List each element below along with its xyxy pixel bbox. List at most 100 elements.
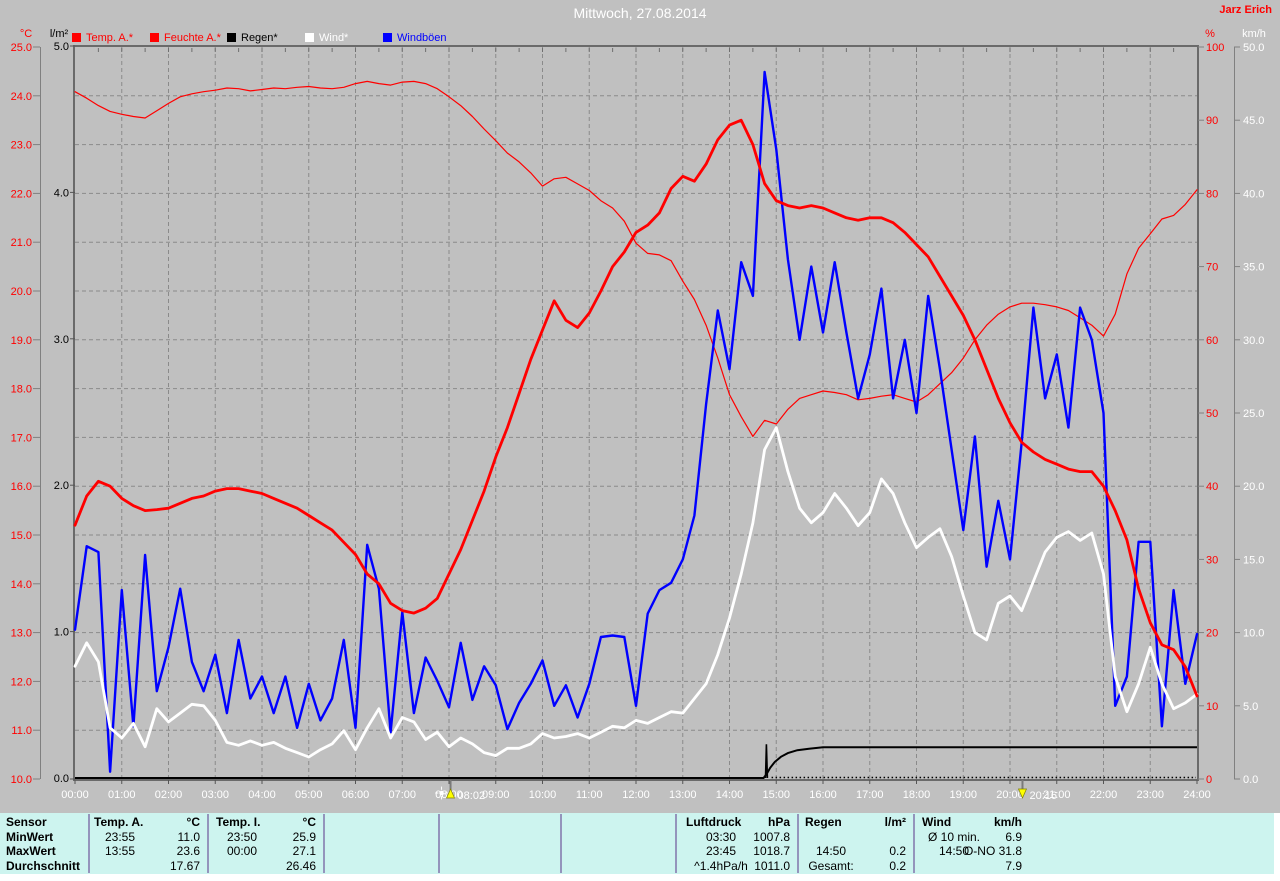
table-cell-temp-a-time: 13:55 [104, 844, 136, 858]
table-header-unit-luftdruck: hPa [767, 815, 790, 829]
table-cell-temp-i-value: 26.46 [285, 858, 316, 873]
table-cell-wind-value: 6.9 [1005, 829, 1022, 844]
table-cell-temp-i-value: 25.9 [292, 829, 316, 844]
svg-text:23:00: 23:00 [1136, 789, 1164, 801]
svg-text:10:00: 10:00 [529, 789, 557, 801]
svg-text:4.0: 4.0 [54, 187, 69, 199]
svg-text:22:00: 22:00 [1090, 789, 1118, 801]
svg-text:2.0: 2.0 [54, 480, 69, 492]
legend-label: Temp. A.* [86, 31, 134, 44]
rain-axis-unit: l/m² [49, 28, 69, 40]
right-margin-strip [1274, 813, 1280, 881]
table-header-regen: Regen [805, 815, 842, 829]
table-column-divider [913, 814, 915, 873]
svg-text:80: 80 [1206, 188, 1218, 200]
sunset-arrow-icon [1017, 788, 1028, 799]
table-cell-temp-a-value: 17.67 [169, 858, 200, 873]
table-cell-temp-a-time: 23:55 [104, 829, 136, 844]
top-axis-ticks [97, 48, 1175, 52]
table-row-label: Durchschnitt [6, 858, 81, 873]
svg-text:21:00: 21:00 [1043, 789, 1071, 801]
bottom-margin-strip [0, 874, 1280, 881]
svg-text:18:00: 18:00 [903, 789, 931, 801]
svg-text:13.0: 13.0 [11, 628, 32, 640]
rain-axis-labels: 0.0 1.0 2.0 3.0 4.0 5.0 [54, 41, 75, 785]
legend-item-rain: Regen* [227, 31, 278, 44]
svg-text:11.0: 11.0 [11, 725, 32, 737]
table-column-divider [797, 814, 799, 873]
svg-text:40: 40 [1206, 481, 1218, 493]
svg-text:15:00: 15:00 [762, 789, 790, 801]
legend-label: Regen* [241, 31, 278, 44]
table-row-label: MaxWert [6, 844, 56, 858]
svg-text:45.0: 45.0 [1243, 115, 1264, 127]
table-cell-wind-time: Ø 10 min. [927, 829, 981, 844]
gusts-swatch-icon [383, 33, 392, 42]
svg-text:70: 70 [1206, 262, 1218, 274]
svg-text:100: 100 [1206, 42, 1224, 54]
svg-text:14:00: 14:00 [716, 789, 744, 801]
table-cell-regen-value: 0.2 [889, 858, 906, 873]
sunrise-marker: 08:02 [435, 780, 485, 802]
legend-label: Feuchte A.* [164, 31, 221, 44]
table-column-divider [675, 814, 677, 873]
table-column-divider [207, 814, 209, 873]
svg-text:12:00: 12:00 [622, 789, 650, 801]
svg-text:25.0: 25.0 [1243, 408, 1264, 420]
svg-text:07:00: 07:00 [388, 789, 416, 801]
series-humidity-line [74, 80, 1198, 437]
wind-axis-unit: km/h [1242, 28, 1266, 40]
table-cell-wind-value: O-NO 31.8 [963, 844, 1022, 858]
svg-text:3.0: 3.0 [54, 334, 69, 346]
svg-text:5.0: 5.0 [1243, 701, 1258, 713]
svg-text:01:00: 01:00 [108, 789, 136, 801]
table-header-unit-regen: l/m² [884, 815, 906, 829]
svg-text:10.0: 10.0 [11, 774, 32, 786]
table-cell-temp-i-time: 00:00 [226, 844, 258, 858]
svg-text:20.0: 20.0 [1243, 481, 1264, 493]
legend-item-wind: Wind* [305, 31, 348, 44]
svg-text:17.0: 17.0 [11, 432, 32, 444]
table-column-divider [88, 814, 90, 873]
svg-text:20:00: 20:00 [996, 789, 1024, 801]
svg-text:0.0: 0.0 [1243, 774, 1258, 786]
svg-text:10.0: 10.0 [1243, 628, 1264, 640]
svg-text:03:00: 03:00 [201, 789, 229, 801]
svg-text:25.0: 25.0 [11, 42, 32, 54]
svg-text:19:00: 19:00 [949, 789, 977, 801]
table-header-wind: Wind [922, 815, 952, 829]
humidity-axis-unit: % [1205, 28, 1215, 40]
table-row-label: Sensor [6, 815, 47, 829]
series-gusts-line [73, 70, 1199, 773]
table-column-divider [560, 814, 562, 873]
rain-rate-spike [764, 744, 769, 779]
svg-text:20: 20 [1206, 628, 1218, 640]
svg-text:30.0: 30.0 [1243, 335, 1264, 347]
svg-text:12.0: 12.0 [11, 676, 32, 688]
table-cell-luftdruck-time: ^1.4hPa/h [694, 858, 748, 873]
station-name: Jarz Erich [1219, 4, 1272, 16]
svg-text:21.0: 21.0 [11, 237, 32, 249]
table-cell-wind-value: 7.9 [1005, 858, 1022, 873]
svg-text:17:00: 17:00 [856, 789, 884, 801]
svg-text:30: 30 [1206, 554, 1218, 566]
table-cell-temp-a-value: 11.0 [177, 829, 200, 844]
svg-text:23.0: 23.0 [11, 140, 32, 152]
temp-axis-unit: °C [19, 28, 33, 40]
svg-text:90: 90 [1206, 115, 1218, 127]
legend-label: Windböen [397, 31, 447, 44]
table-row-label: MinWert [6, 829, 54, 844]
legend-item-gusts: Windböen [383, 31, 447, 44]
table-column-divider [323, 814, 325, 873]
table-cell-wind-time: 14:50 [938, 844, 970, 858]
page-title: Mittwoch, 27.08.2014 [573, 5, 707, 21]
table-cell-temp-i-value: 27.1 [292, 844, 316, 858]
svg-text:20:16: 20:16 [1029, 790, 1057, 802]
svg-text:50.0: 50.0 [1243, 42, 1264, 54]
svg-text:1.0: 1.0 [54, 627, 69, 639]
svg-text:00:00: 00:00 [61, 789, 89, 801]
table-header-unit-temp-i: °C [302, 815, 316, 829]
table-header-unit-wind: km/h [993, 815, 1022, 829]
table-cell-luftdruck-value: 1018.7 [753, 844, 790, 858]
svg-text:02:00: 02:00 [155, 789, 183, 801]
